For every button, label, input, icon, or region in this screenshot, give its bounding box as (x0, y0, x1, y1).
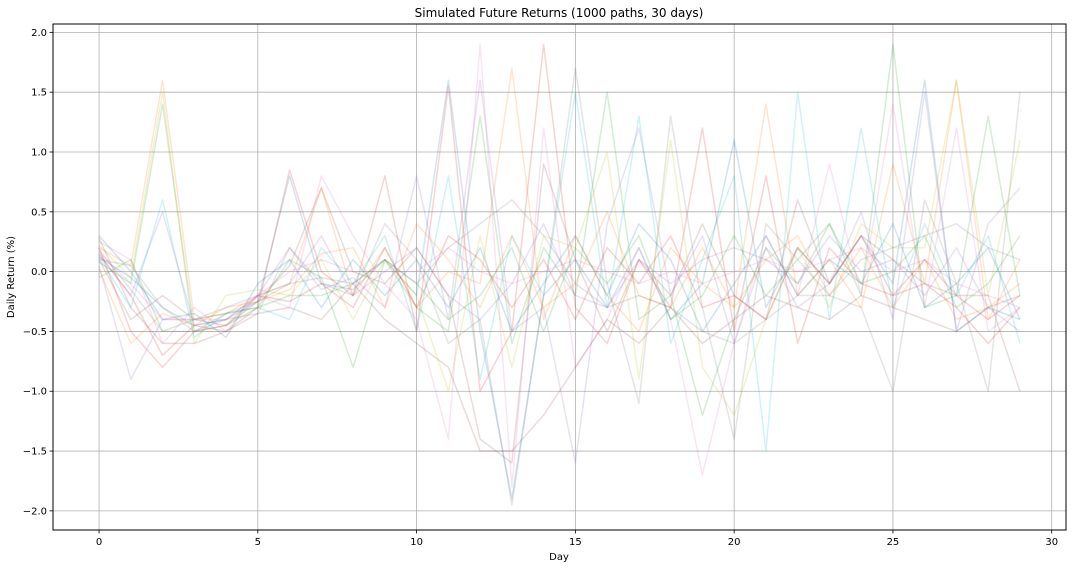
x-axis-title: Day (549, 552, 569, 563)
y-axis-title: Daily Return (%) (6, 236, 17, 318)
y-tick-label: 1.0 (31, 147, 47, 158)
series-line (98, 223, 1021, 333)
axis-ticks: 0 5 10 15 20 25 30 2.0 1.5 1.0 0.5 0.0 −0.5 −1.0 −1.5 −… (23, 28, 1058, 548)
x-tick-label: 20 (728, 537, 741, 548)
series-line (98, 67, 1021, 506)
series-line (98, 223, 1021, 339)
x-tick-label: 25 (887, 537, 900, 548)
series-line (98, 79, 1021, 500)
series-line (98, 163, 1021, 464)
chart-title: Simulated Future Returns (1000 paths, 30… (415, 6, 704, 20)
series-line (98, 211, 1021, 345)
series-line (98, 43, 1021, 488)
y-tick-label: −1.5 (23, 447, 47, 458)
y-tick-label: −0.5 (23, 327, 47, 338)
series-line (98, 43, 1021, 416)
plot-frame (52, 23, 1067, 531)
x-tick-label: 30 (1045, 537, 1058, 548)
series-line (98, 211, 1021, 333)
series-line (98, 79, 1021, 464)
y-tick-label: −1.0 (23, 387, 47, 398)
series-line (98, 237, 1021, 452)
series-line (98, 199, 1021, 345)
series-line (98, 91, 1021, 452)
series-line (98, 43, 1021, 392)
x-tick-label: 5 (255, 537, 261, 548)
series-line (98, 234, 1021, 369)
series-line (98, 246, 1021, 321)
x-tick-label: 15 (569, 537, 582, 548)
series-line (98, 67, 1021, 333)
x-tick-label: 0 (96, 537, 102, 548)
y-tick-label: 1.5 (31, 88, 47, 99)
grid (53, 24, 1066, 530)
y-tick-label: 2.0 (31, 28, 47, 39)
y-tick-label: 0.0 (31, 267, 47, 278)
x-tick-label: 10 (410, 537, 423, 548)
series-lines (98, 43, 1021, 506)
y-tick-label: 0.5 (31, 207, 47, 218)
series-line (98, 79, 1021, 416)
y-tick-label: −2.0 (23, 506, 47, 517)
